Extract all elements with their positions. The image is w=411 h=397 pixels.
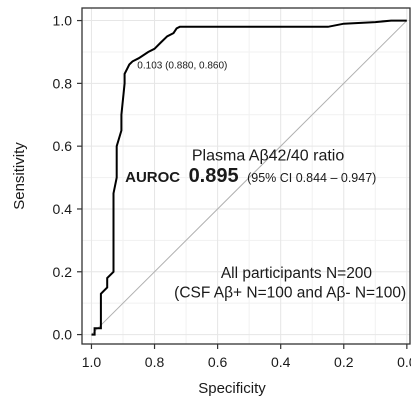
axis-ticks: 1.0 0.8 0.6 0.4 0.2 0.0 0.0 0.2 0.4 0.6 0.8 1.0: [53, 13, 411, 370]
x-tick-label: 0.6: [208, 354, 228, 370]
reference-diagonal-line: [91, 20, 408, 335]
y-tick-label: 0.2: [53, 264, 73, 280]
threshold-annotation: 0.103 (0.880, 0.860): [137, 61, 227, 72]
y-tick-label: 1.0: [53, 13, 73, 29]
auroc-ci: (95% CI 0.844 – 0.947): [247, 171, 376, 185]
x-tick-label: 0.0: [397, 354, 411, 370]
x-tick-label: 1.0: [82, 354, 102, 370]
y-tick-label: 0.8: [53, 75, 73, 91]
plot-panel-border: [81, 7, 411, 345]
y-tick-label: 0.0: [53, 327, 73, 343]
auroc-line: AUROC 0.895 (95% CI 0.844 – 0.947): [125, 165, 376, 187]
x-axis-title: Specificity: [198, 380, 266, 397]
cohort-label-line1: All participants N=200: [221, 265, 373, 282]
marker-name-label: Plasma Aβ42/40 ratio: [192, 147, 345, 164]
x-tick-label: 0.2: [334, 354, 354, 370]
roc-curve-line: [91, 19, 407, 336]
auroc-value: 0.895: [189, 165, 239, 187]
x-tick-label: 0.4: [271, 354, 291, 370]
y-axis-title: Sensitivity: [11, 142, 28, 210]
auroc-label: AUROC: [125, 169, 180, 186]
grid-lines: [82, 8, 410, 344]
y-tick-label: 0.6: [53, 138, 73, 154]
x-tick-label: 0.8: [145, 354, 165, 370]
y-tick-label: 0.4: [53, 201, 73, 217]
cohort-label-line2: (CSF Aβ+ N=100 and Aβ- N=100): [174, 285, 406, 302]
